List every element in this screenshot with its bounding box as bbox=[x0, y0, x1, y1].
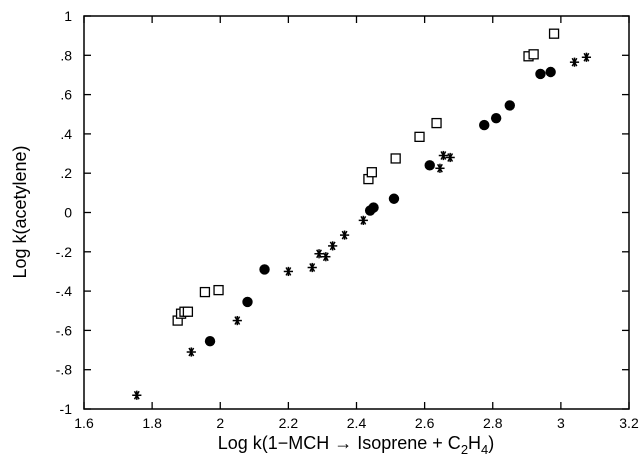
asterisk-point bbox=[569, 57, 580, 67]
y-tick-label: .8 bbox=[60, 47, 72, 63]
asterisk-point bbox=[314, 249, 324, 259]
asterisk-point bbox=[132, 390, 142, 400]
open-square-point bbox=[213, 284, 224, 296]
y-tick-label: .6 bbox=[60, 87, 72, 103]
y-tick-label: -.6 bbox=[56, 322, 73, 338]
asterisk-point bbox=[232, 315, 242, 326]
asterisk-point bbox=[358, 215, 368, 225]
y-tick-label: .4 bbox=[60, 126, 72, 142]
filled-circle-point bbox=[504, 100, 515, 111]
x-tick-label: 2.8 bbox=[483, 415, 503, 431]
filled-circle-point bbox=[259, 264, 270, 275]
y-tick-label: 1 bbox=[64, 8, 72, 24]
open-square-point bbox=[528, 49, 539, 60]
filled-circle-point bbox=[242, 296, 253, 308]
asterisk-point bbox=[435, 163, 445, 173]
y-axis-title: Log k(acetylene) bbox=[10, 145, 30, 278]
x-tick-label: 2.2 bbox=[279, 415, 299, 431]
y-tick-label: -1 bbox=[60, 401, 73, 417]
x-axis-title: Log k(1−MCH → Isoprene + C2H4) bbox=[218, 433, 495, 457]
filled-circle-point bbox=[545, 66, 556, 78]
open-square-point bbox=[366, 167, 377, 178]
asterisk-point bbox=[438, 150, 448, 161]
y-tick-label: 0 bbox=[64, 205, 72, 221]
asterisk-point bbox=[186, 347, 196, 357]
y-tick-label: -.4 bbox=[56, 283, 73, 299]
x-tick-label: 2.4 bbox=[347, 415, 367, 431]
filled-circle-point bbox=[388, 193, 400, 204]
open-square-point bbox=[182, 306, 194, 317]
x-tick-label: 1.8 bbox=[142, 415, 162, 431]
x-tick-label: 2.6 bbox=[415, 415, 435, 431]
x-tick-label: 3.2 bbox=[619, 415, 639, 431]
asterisk-point bbox=[283, 266, 293, 277]
data-points bbox=[132, 28, 592, 400]
x-tick-labels: 1.6 1.8 2 2.2 2.4 2.6 2.8 3 3.2 bbox=[74, 415, 639, 431]
filled-circle-point bbox=[204, 336, 216, 347]
x-tick-label: 1.6 bbox=[74, 415, 94, 431]
asterisk-point bbox=[328, 241, 338, 251]
filled-circle-point bbox=[479, 119, 490, 131]
filled-circle-point bbox=[490, 112, 502, 124]
asterisk-point bbox=[581, 52, 592, 62]
open-square-point bbox=[414, 131, 425, 142]
y-tick-label: -.2 bbox=[56, 244, 73, 260]
open-square-point bbox=[548, 28, 560, 39]
asterisk-point bbox=[321, 252, 331, 262]
asterisk-point bbox=[445, 152, 455, 163]
x-tick-label: 3 bbox=[557, 415, 565, 431]
filled-circle-point bbox=[368, 202, 379, 213]
asterisk-point bbox=[307, 262, 317, 273]
y-tick-labels: -1 -.8 -.6 -.4 -.2 0 .2 .4 .6 .8 1 bbox=[56, 8, 73, 417]
x-tick-label: 2 bbox=[216, 415, 224, 431]
y-tick-label: .2 bbox=[60, 165, 72, 181]
open-square-point bbox=[431, 117, 442, 129]
open-square-point bbox=[199, 286, 211, 298]
axis-ticks bbox=[83, 15, 630, 410]
y-tick-label: -.8 bbox=[56, 362, 73, 378]
open-square-point bbox=[390, 153, 401, 164]
asterisk-point bbox=[339, 230, 350, 240]
filled-circle-point bbox=[535, 68, 546, 80]
filled-circle-point bbox=[424, 160, 435, 171]
